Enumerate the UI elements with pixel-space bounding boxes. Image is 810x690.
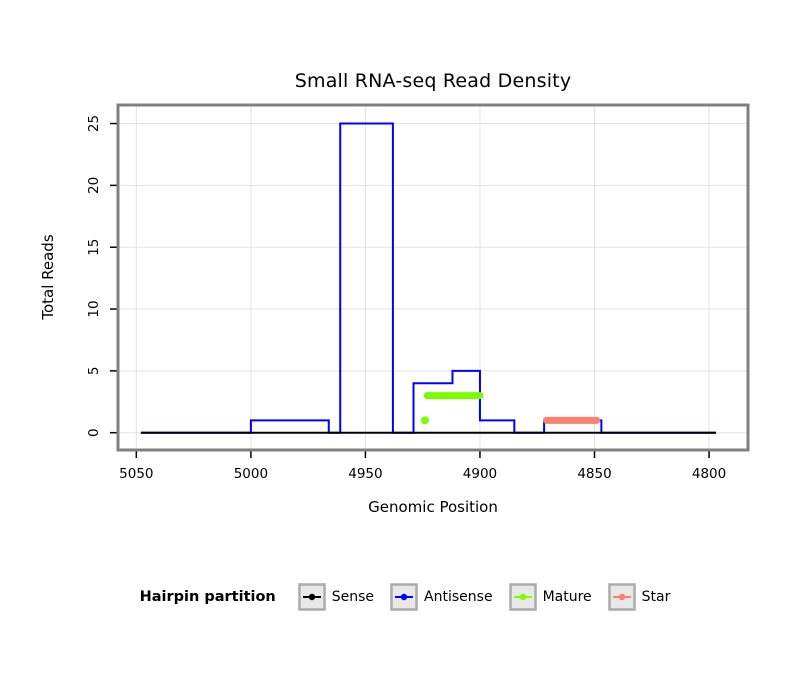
legend-key-icon-sense bbox=[298, 583, 326, 611]
series-dot-mature bbox=[420, 416, 429, 425]
legend-items: Sense Antisense Mature Star bbox=[298, 583, 671, 611]
y-tick-label: 20 bbox=[86, 177, 102, 194]
legend-key-icon-antisense bbox=[390, 583, 418, 611]
legend-label-sense: Sense bbox=[331, 589, 375, 605]
chart-title: Small RNA-seq Read Density bbox=[294, 70, 572, 92]
plot-frame bbox=[116, 103, 750, 452]
legend-item-mature: Mature bbox=[508, 583, 592, 611]
x-tick-label: 5050 bbox=[119, 466, 153, 482]
y-tick-label: 5 bbox=[86, 367, 102, 376]
y-tick-label: 10 bbox=[86, 300, 102, 317]
plot-area: 5050 5000 4950 4900 4850 4800 0 5 10 15 20 25 bbox=[86, 103, 750, 482]
y-tick-label: 0 bbox=[86, 428, 102, 437]
x-tick-label: 4800 bbox=[692, 466, 726, 482]
x-axis-label: Genomic Position bbox=[368, 498, 498, 516]
y-axis-label: Total Reads bbox=[39, 234, 57, 320]
y-tick-label: 15 bbox=[86, 239, 102, 256]
legend-key-icon-mature bbox=[508, 583, 537, 611]
legend-label-mature: Mature bbox=[542, 589, 592, 605]
x-tick-label: 4850 bbox=[577, 466, 611, 482]
x-tick-label: 4950 bbox=[348, 466, 382, 482]
x-tick-label: 4900 bbox=[463, 466, 497, 482]
series-line-antisense bbox=[140, 122, 716, 434]
legend: Hairpin partition Sense Antisense Mature St… bbox=[0, 583, 810, 611]
legend-label-star: Star bbox=[641, 589, 671, 605]
legend-key-icon-star bbox=[607, 583, 636, 611]
y-tick-label: 25 bbox=[86, 115, 102, 132]
legend-item-sense: Sense bbox=[298, 583, 374, 611]
legend-title: Hairpin partition bbox=[139, 589, 276, 605]
legend-item-antisense: Antisense bbox=[390, 583, 493, 611]
x-tick-label: 5000 bbox=[234, 466, 268, 482]
legend-item-star: Star bbox=[607, 583, 671, 611]
legend-label-antisense: Antisense bbox=[424, 589, 493, 605]
